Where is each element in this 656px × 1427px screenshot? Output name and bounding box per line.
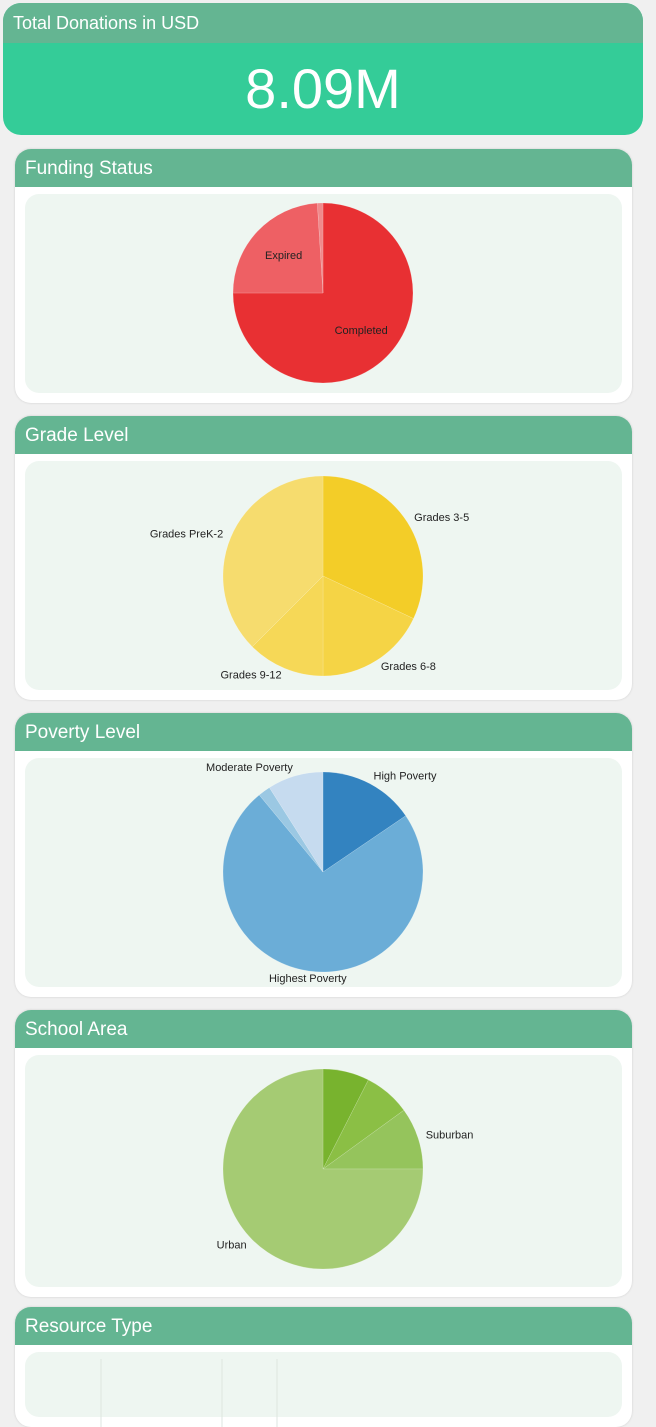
panel-title: Grade Level — [15, 416, 632, 454]
pie-slice — [251, 575, 324, 677]
slice-label: Moderate Poverty — [206, 762, 293, 774]
panel-title: Resource Type — [15, 1307, 632, 1345]
slice-label: High Poverty — [374, 770, 437, 782]
pie-slice — [322, 1109, 424, 1170]
panel: Grade Level Grades 3-5 Grades 6-8 Grades 9-… — [15, 416, 632, 700]
slice-label: Grades 6-8 — [381, 661, 436, 673]
chart: Grades 3-5 Grades 6-8 Grades 9-12 Grades Pr… — [150, 475, 469, 682]
panel: Resource Type — [15, 1307, 632, 1427]
slice-label: Expired — [265, 250, 302, 262]
chart: High Poverty Highest Poverty Moderate Pove… — [206, 762, 437, 985]
page: Total Donations in USD 8.09M Funding Sta… — [3, 3, 643, 1427]
kpi-value: 8.09M — [245, 57, 401, 120]
slice-label: Highest Poverty — [269, 973, 347, 985]
pie-slice — [222, 794, 424, 973]
chart — [100, 1359, 278, 1427]
slice-label: Grades PreK-2 — [150, 529, 223, 541]
pie-slice — [269, 771, 324, 873]
panel-title: Funding Status — [15, 149, 632, 187]
pie-slice — [322, 575, 414, 677]
pie-slice — [222, 1068, 424, 1270]
pie-slice — [322, 1068, 369, 1170]
pie-slice — [322, 475, 424, 619]
pie-slice — [222, 475, 324, 648]
panel-title: Poverty Level — [15, 713, 632, 751]
pie-slice — [317, 202, 324, 294]
pie-slice — [258, 787, 324, 873]
pie-slice — [322, 771, 407, 873]
slice-label: Grades 9-12 — [221, 670, 282, 682]
chart: Completed Expired — [232, 202, 414, 384]
kpi-card: Total Donations in USD 8.09M — [3, 3, 643, 135]
slice-label: Grades 3-5 — [414, 512, 469, 524]
panel: Funding Status Completed Expired — [15, 149, 632, 403]
pie-slice — [322, 1079, 405, 1170]
chart: Suburban Urban — [217, 1068, 474, 1270]
panel: Poverty Level High Poverty Highest Poverty… — [15, 713, 632, 997]
pie-slice — [232, 202, 324, 294]
kpi-title: Total Donations in USD — [3, 3, 643, 43]
panel-title: School Area — [15, 1010, 632, 1048]
slice-label: Urban — [217, 1239, 247, 1251]
panel: School Area Suburban Urban — [15, 1010, 632, 1297]
slice-label: Suburban — [426, 1130, 474, 1142]
slice-label: Completed — [335, 325, 388, 337]
